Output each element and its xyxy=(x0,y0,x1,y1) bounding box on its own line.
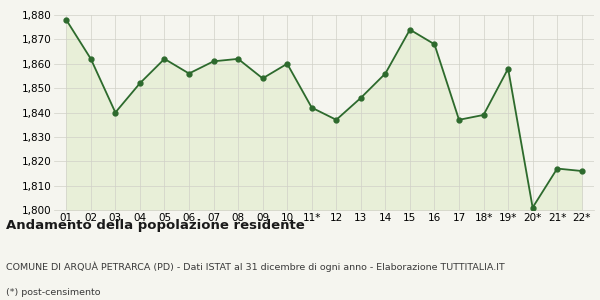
Text: (*) post-censimento: (*) post-censimento xyxy=(6,288,101,297)
Text: COMUNE DI ARQUÀ PETRARCA (PD) - Dati ISTAT al 31 dicembre di ogni anno - Elabora: COMUNE DI ARQUÀ PETRARCA (PD) - Dati IST… xyxy=(6,261,505,272)
Text: Andamento della popolazione residente: Andamento della popolazione residente xyxy=(6,219,305,232)
